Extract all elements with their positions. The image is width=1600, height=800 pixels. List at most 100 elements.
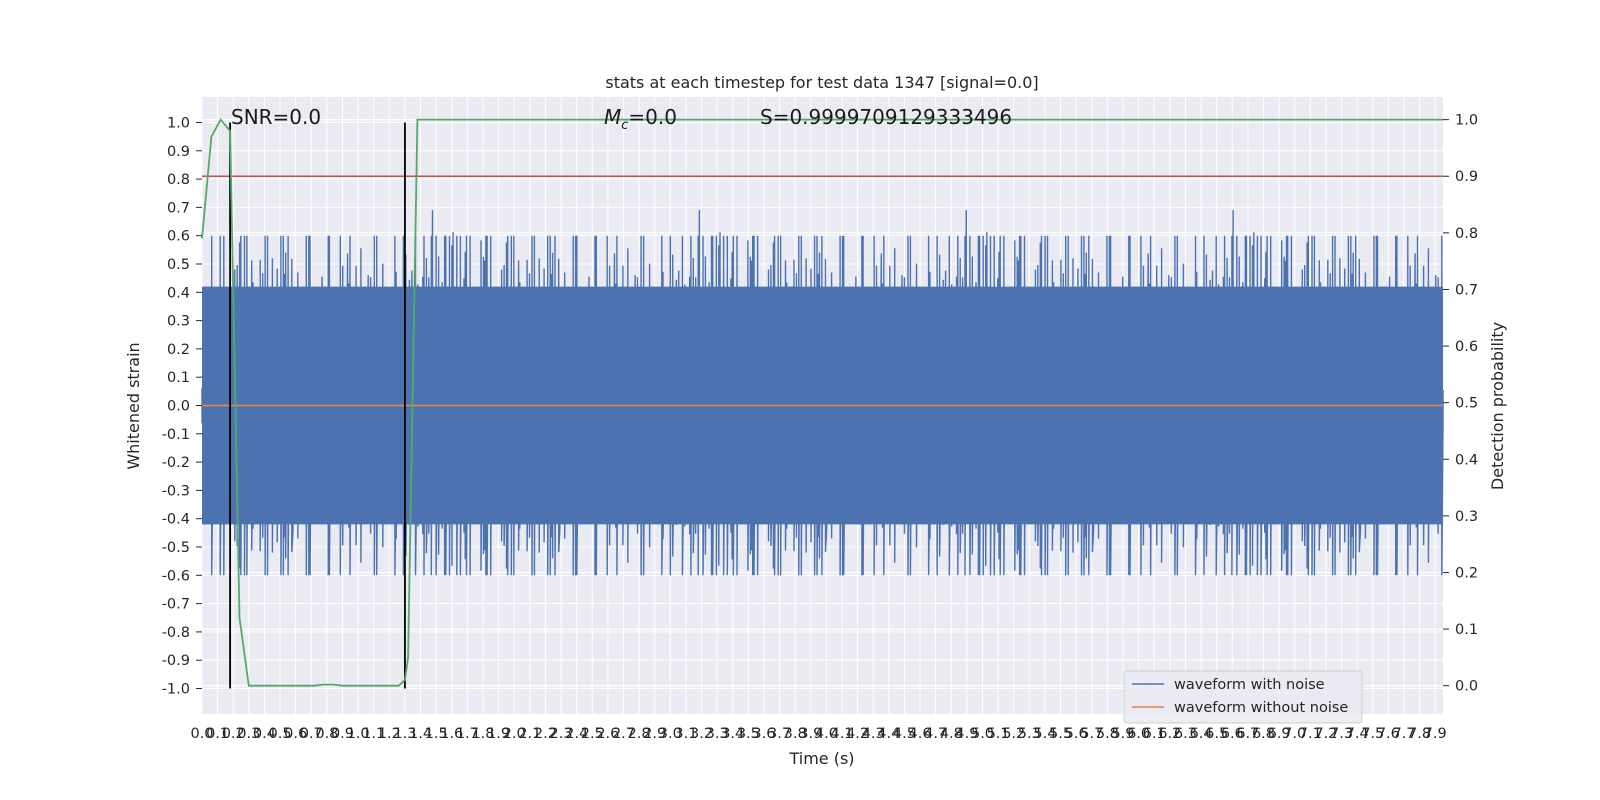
x-tick-label: 0.9 <box>331 726 354 742</box>
y-axis-label-right: Detection probability <box>1488 322 1507 490</box>
x-tick-label: 7.3 <box>1330 726 1353 742</box>
x-tick-label: 6.5 <box>1205 726 1228 742</box>
x-tick-label: 4.8 <box>940 726 963 742</box>
x-tick-label: 7.2 <box>1314 726 1337 742</box>
y-axis-label: Whitened strain <box>124 342 143 469</box>
x-tick-label: 1.1 <box>362 726 385 742</box>
x-tick-label: 2.2 <box>534 726 557 742</box>
detection-probability-line <box>201 118 1443 687</box>
right-tick-label: 0.3 <box>1455 509 1478 525</box>
x-tick-label: 2.9 <box>643 726 666 742</box>
x-tick-label: 4.5 <box>893 726 916 742</box>
x-tick-label: 7.8 <box>1408 726 1431 742</box>
x-tick-label: 6.3 <box>1174 726 1197 742</box>
x-tick-label: 7.7 <box>1392 726 1415 742</box>
y-tick-label: -1.0 <box>162 682 190 698</box>
ticks: 0.00.10.20.30.40.50.60.70.80.91.01.11.21… <box>162 113 1478 742</box>
x-tick-label: 4.3 <box>862 726 885 742</box>
x-tick-label: 3.3 <box>706 726 729 742</box>
series-layer <box>201 118 1443 689</box>
x-tick-label: 5.7 <box>1080 726 1103 742</box>
x-tick-label: 2.8 <box>628 726 651 742</box>
x-tick-label: 1.3 <box>393 726 416 742</box>
x-tick-label: 1.4 <box>409 726 432 742</box>
x-tick-label: 7.0 <box>1283 726 1306 742</box>
y-tick-label: 0.9 <box>167 144 190 160</box>
x-tick-label: 5.8 <box>1096 726 1119 742</box>
x-tick-label: 2.7 <box>612 726 635 742</box>
x-tick-label: 0.4 <box>253 726 276 742</box>
x-tick-label: 3.0 <box>659 726 682 742</box>
x-tick-label: 7.6 <box>1377 726 1400 742</box>
x-tick-label: 0.2 <box>222 726 245 742</box>
x-tick-label: 1.2 <box>378 726 401 742</box>
chirp-mass-annotation: Mc=0.0 <box>604 105 677 133</box>
y-tick-label: 0.1 <box>167 370 190 386</box>
chart-title: stats at each timestep for test data 134… <box>605 73 1038 92</box>
y-tick-label: 1.0 <box>167 115 190 131</box>
x-tick-label: 4.4 <box>877 726 900 742</box>
right-tick-label: 0.5 <box>1455 396 1478 412</box>
x-tick-label: 6.8 <box>1252 726 1275 742</box>
right-tick-label: 1.0 <box>1455 113 1478 129</box>
x-tick-label: 3.9 <box>799 726 822 742</box>
x-tick-label: 2.3 <box>550 726 573 742</box>
x-tick-label: 5.5 <box>1049 726 1072 742</box>
y-tick-label: -0.8 <box>162 625 190 641</box>
y-tick-label: 0.6 <box>167 229 190 245</box>
right-tick-label: 0.7 <box>1455 282 1478 298</box>
x-tick-label: 6.2 <box>1158 726 1181 742</box>
x-tick-label: 6.9 <box>1268 726 1291 742</box>
x-tick-label: 4.1 <box>830 726 853 742</box>
right-tick-label: 0.0 <box>1455 679 1478 695</box>
x-tick-label: 5.1 <box>987 726 1010 742</box>
x-tick-label: 2.6 <box>596 726 619 742</box>
x-tick-label: 4.7 <box>924 726 947 742</box>
x-tick-label: 3.8 <box>784 726 807 742</box>
x-tick-label: 7.5 <box>1361 726 1384 742</box>
x-tick-label: 5.3 <box>1018 726 1041 742</box>
x-tick-label: 5.6 <box>1065 726 1088 742</box>
y-tick-label: 0.5 <box>167 257 190 273</box>
x-tick-label: 0.8 <box>315 726 338 742</box>
x-tick-label: 5.9 <box>1111 726 1134 742</box>
y-tick-label: 0.8 <box>167 172 190 188</box>
x-tick-label: 0.1 <box>206 726 229 742</box>
y-tick-label: -0.3 <box>162 483 190 499</box>
score-annotation: S=0.9999709129333496 <box>760 105 1012 129</box>
x-tick-label: 2.4 <box>565 726 588 742</box>
x-tick-label: 4.9 <box>955 726 978 742</box>
y-tick-label: 0.2 <box>167 342 190 358</box>
right-tick-label: 0.8 <box>1455 226 1478 242</box>
x-tick-label: 3.4 <box>721 726 744 742</box>
x-tick-label: 7.1 <box>1299 726 1322 742</box>
y-tick-label: -0.4 <box>162 512 190 528</box>
x-tick-label: 0.3 <box>237 726 260 742</box>
y-tick-label: -0.1 <box>162 427 190 443</box>
x-tick-label: 5.4 <box>1033 726 1056 742</box>
x-tick-label: 2.0 <box>503 726 526 742</box>
y-tick-label: -0.6 <box>162 568 190 584</box>
y-tick-label: -0.9 <box>162 653 190 669</box>
x-tick-label: 2.5 <box>581 726 604 742</box>
y-tick-label: 0.4 <box>167 285 190 301</box>
right-tick-label: 0.2 <box>1455 565 1478 581</box>
x-tick-label: 7.9 <box>1424 726 1447 742</box>
x-tick-label: 0.5 <box>269 726 292 742</box>
x-tick-label: 1.8 <box>471 726 494 742</box>
right-tick-label: 0.1 <box>1455 622 1478 638</box>
x-tick-label: 4.0 <box>815 726 838 742</box>
x-axis-label: Time (s) <box>788 749 854 768</box>
legend: waveform with noise waveform without noi… <box>1123 670 1363 724</box>
x-tick-label: 0.6 <box>284 726 307 742</box>
x-tick-label: 5.0 <box>971 726 994 742</box>
x-tick-label: 1.7 <box>456 726 479 742</box>
chirp-mass-subscript: c <box>621 118 628 133</box>
x-tick-label: 1.0 <box>347 726 370 742</box>
right-tick-label: 0.6 <box>1455 339 1478 355</box>
x-tick-label: 3.6 <box>752 726 775 742</box>
y-tick-label: 0.7 <box>167 200 190 216</box>
x-tick-label: 0.7 <box>300 726 323 742</box>
legend-box <box>1123 670 1363 724</box>
